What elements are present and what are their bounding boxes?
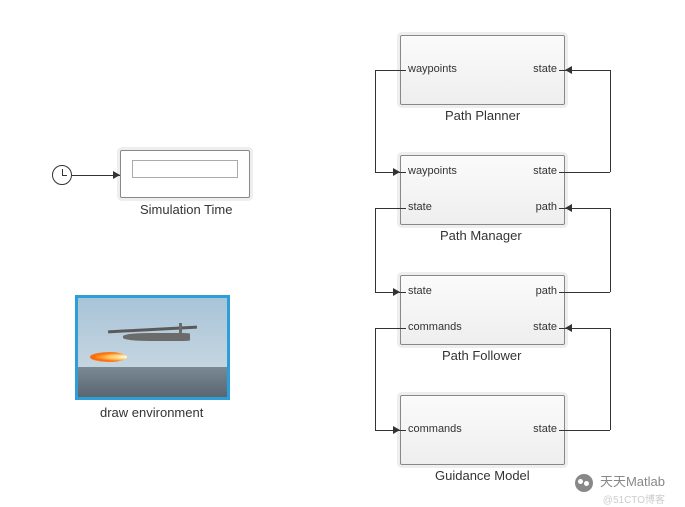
arrow-head [113, 171, 120, 179]
port-mark [400, 70, 406, 71]
follower-label: Path Follower [442, 348, 521, 363]
clock-block[interactable] [52, 165, 72, 185]
wire-segment [375, 328, 400, 329]
manager-port-state-l: state [408, 201, 432, 213]
wechat-icon [575, 474, 593, 492]
display-inner [132, 160, 238, 178]
arrow-head [565, 324, 572, 332]
wire-segment [565, 292, 610, 293]
arrow-head [565, 204, 572, 212]
display-label: Simulation Time [140, 202, 232, 217]
arrow-head [393, 168, 400, 176]
watermark: 天天Matlab [575, 471, 665, 492]
follower-port-commands: commands [408, 321, 462, 333]
port-mark [400, 292, 406, 293]
guidance-label: Guidance Model [435, 468, 530, 483]
port-mark [400, 328, 406, 329]
manager-port-state-r1: state [533, 165, 557, 177]
watermark-text: 天天Matlab [600, 474, 665, 489]
wire-segment [610, 208, 611, 292]
wire-segment [565, 172, 610, 173]
watermark-sub: @51CTO博客 [603, 491, 665, 506]
environment-image-block[interactable] [75, 295, 230, 400]
manager-label: Path Manager [440, 228, 522, 243]
follower-port-state-r: state [533, 321, 557, 333]
wire-segment [610, 70, 611, 172]
manager-port-waypoints: waypoints [408, 165, 457, 177]
wire-segment [375, 70, 400, 71]
guidance-port-state: state [533, 423, 557, 435]
follower-port-state-l: state [408, 285, 432, 297]
wire-segment [375, 70, 376, 172]
wire-segment [375, 208, 400, 209]
arrow-head [565, 66, 572, 74]
port-mark [400, 172, 406, 173]
arrow-head [393, 288, 400, 296]
guidance-port-commands: commands [408, 423, 462, 435]
environment-label: draw environment [100, 405, 203, 420]
planner-port-waypoints: waypoints [408, 63, 457, 75]
port-mark [400, 430, 406, 431]
arrow-head [393, 426, 400, 434]
drone-tail-graphic [179, 323, 182, 338]
wire-segment [565, 430, 610, 431]
port-mark [400, 208, 406, 209]
ground-graphic [78, 367, 227, 397]
follower-port-path: path [536, 285, 557, 297]
wire-segment [610, 328, 611, 430]
planner-label: Path Planner [445, 108, 520, 123]
manager-port-path: path [536, 201, 557, 213]
wire-segment [375, 208, 376, 292]
planner-port-state: state [533, 63, 557, 75]
wire-segment [375, 328, 376, 430]
